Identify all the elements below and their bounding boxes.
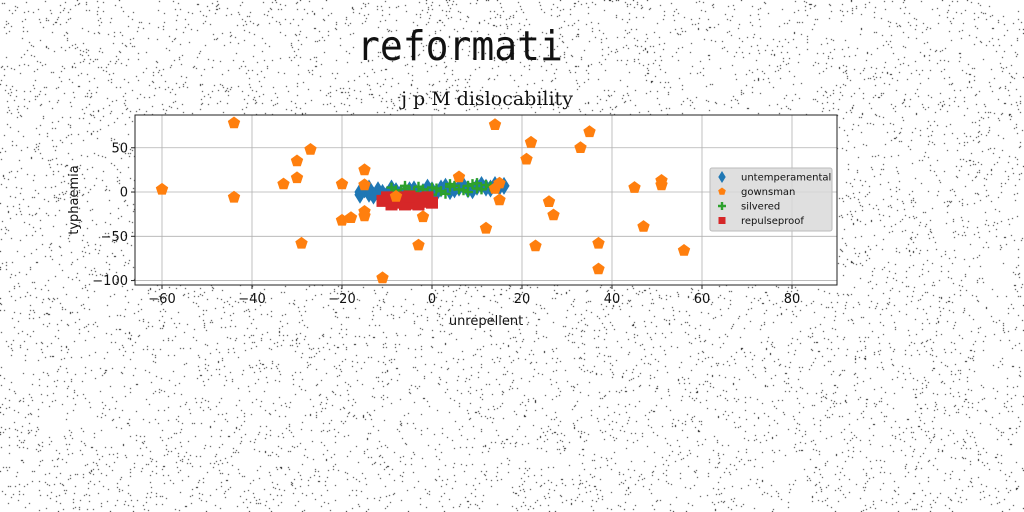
silvered-point xyxy=(445,179,455,190)
gownsman-point xyxy=(452,170,466,183)
page-title: reformati xyxy=(357,22,563,70)
x-tick-label: 20 xyxy=(514,292,531,307)
gownsman-point xyxy=(479,221,493,234)
y-tick-label: 0 xyxy=(120,186,128,201)
gownsman-point xyxy=(592,236,605,249)
x-tick-label: −40 xyxy=(238,292,265,307)
legend-marker xyxy=(718,187,726,195)
gownsman-point xyxy=(547,208,560,221)
gownsman-point xyxy=(412,238,425,251)
silvered-point xyxy=(440,188,451,199)
gownsman-point xyxy=(637,220,650,232)
x-tick-label: −20 xyxy=(328,292,355,307)
gownsman-point xyxy=(542,195,556,207)
gownsman-point xyxy=(524,135,538,148)
gownsman-point xyxy=(529,239,542,252)
gownsman-point xyxy=(358,209,371,222)
gownsman-point xyxy=(290,171,304,184)
gownsman-point xyxy=(574,141,587,153)
gownsman-point xyxy=(358,178,371,191)
gownsman-point xyxy=(277,177,290,190)
gownsman-point xyxy=(583,125,596,138)
x-tick-label: 40 xyxy=(604,292,621,307)
y-tick-label: 50 xyxy=(111,141,128,156)
silvered-point xyxy=(472,178,482,189)
legend: untemperamental gownsman silvered repulsepr… xyxy=(709,167,833,232)
series-repulseproof xyxy=(376,190,438,211)
x-tick-label: 60 xyxy=(694,292,711,307)
gownsman-point xyxy=(493,176,506,189)
silvered-point xyxy=(400,180,410,191)
x-tick-label: −60 xyxy=(148,292,175,307)
data-marks xyxy=(155,116,691,284)
silvered-point xyxy=(386,182,397,193)
gownsman-point xyxy=(358,163,371,176)
chart-title: j p M dislocability xyxy=(401,88,573,110)
y-axis-label: typhaemia xyxy=(67,165,82,235)
gownsman-point xyxy=(227,116,241,129)
series-gownsman xyxy=(155,116,691,284)
gownsman-point xyxy=(335,213,349,226)
silvered-point xyxy=(463,187,473,198)
gownsman-point xyxy=(677,244,691,256)
repulseproof-point xyxy=(421,191,434,204)
legend-label: repulseproof xyxy=(741,216,804,227)
gownsman-point xyxy=(155,182,169,195)
y-tick-label: −50 xyxy=(101,230,128,245)
gownsman-point xyxy=(304,143,317,155)
gownsman-point xyxy=(520,152,533,165)
gownsman-point xyxy=(295,236,308,249)
gownsman-point xyxy=(416,210,430,223)
legend-label: untemperamental xyxy=(741,173,831,184)
gownsman-point xyxy=(227,190,241,203)
y-tick-label: −100 xyxy=(92,274,128,289)
gownsman-point xyxy=(376,271,389,284)
gownsman-point xyxy=(493,193,506,206)
gownsman-point xyxy=(389,190,403,202)
silvered-point xyxy=(476,184,487,195)
gownsman-point xyxy=(488,118,502,130)
gownsman-point xyxy=(335,177,349,190)
x-tick-label: 80 xyxy=(784,292,801,307)
axis-ticks: −60 −40 −20 0 20 40 60 80 50 0 −50 −100 xyxy=(92,141,800,307)
legend-marker xyxy=(718,217,726,224)
legend-marker xyxy=(718,202,726,210)
plot-frame xyxy=(134,114,838,286)
x-tick-label: 0 xyxy=(428,292,436,307)
legend-label: silvered xyxy=(741,202,780,213)
legend-box xyxy=(709,167,833,232)
x-axis-label: unrepellent xyxy=(449,314,523,329)
gownsman-point xyxy=(628,181,641,193)
gownsman-point xyxy=(592,262,605,275)
silvered-point xyxy=(413,181,424,192)
silvered-point xyxy=(431,183,442,194)
legend-marker xyxy=(718,171,726,183)
gownsman-point xyxy=(344,211,358,223)
repulseproof-point xyxy=(403,190,416,203)
gownsman-point xyxy=(290,154,304,167)
gownsman-point xyxy=(655,174,668,186)
legend-label: gownsman xyxy=(741,187,795,198)
